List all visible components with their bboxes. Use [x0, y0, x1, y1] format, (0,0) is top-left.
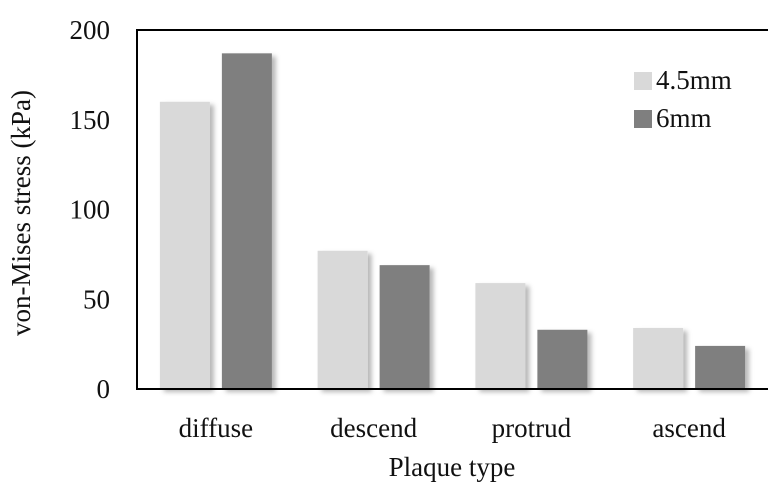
axes: [136, 29, 768, 390]
x-category-label: descend: [330, 413, 417, 443]
y-tick-label: 50: [83, 284, 110, 314]
legend: 4.5mm 6mm: [634, 65, 732, 133]
legend-swatch: [634, 72, 652, 90]
x-category-label: ascend: [652, 413, 726, 443]
bar-6mm-diffuse: [221, 53, 272, 390]
y-axis-title: von-Mises stress (kPa): [6, 90, 36, 336]
bar-6mm-ascend: [695, 345, 746, 389]
legend-label: 6mm: [656, 103, 712, 133]
x-category-label: protrud: [492, 413, 572, 443]
bars-group: [159, 53, 746, 390]
x-axis-title: Plaque type: [389, 452, 516, 482]
bar-6mm-protrud: [537, 329, 588, 389]
x-category-labels: diffuse descend protrud ascend: [179, 413, 727, 443]
x-category-label: diffuse: [179, 413, 254, 443]
bar-4.5mm-protrud: [475, 283, 526, 389]
bar-4.5mm-ascend: [633, 327, 684, 389]
y-tick-label: 100: [70, 195, 111, 225]
y-tick-label: 200: [70, 15, 111, 45]
bar-4.5mm-descend: [317, 250, 368, 389]
y-tick-label: 150: [70, 105, 111, 135]
y-tick-label: 0: [97, 374, 111, 404]
bar-4.5mm-diffuse: [159, 101, 210, 390]
legend-swatch: [634, 110, 652, 128]
legend-label: 4.5mm: [656, 65, 732, 95]
y-tick-labels: 0 50 100 150 200: [70, 15, 111, 404]
bar-6mm-descend: [379, 265, 430, 389]
